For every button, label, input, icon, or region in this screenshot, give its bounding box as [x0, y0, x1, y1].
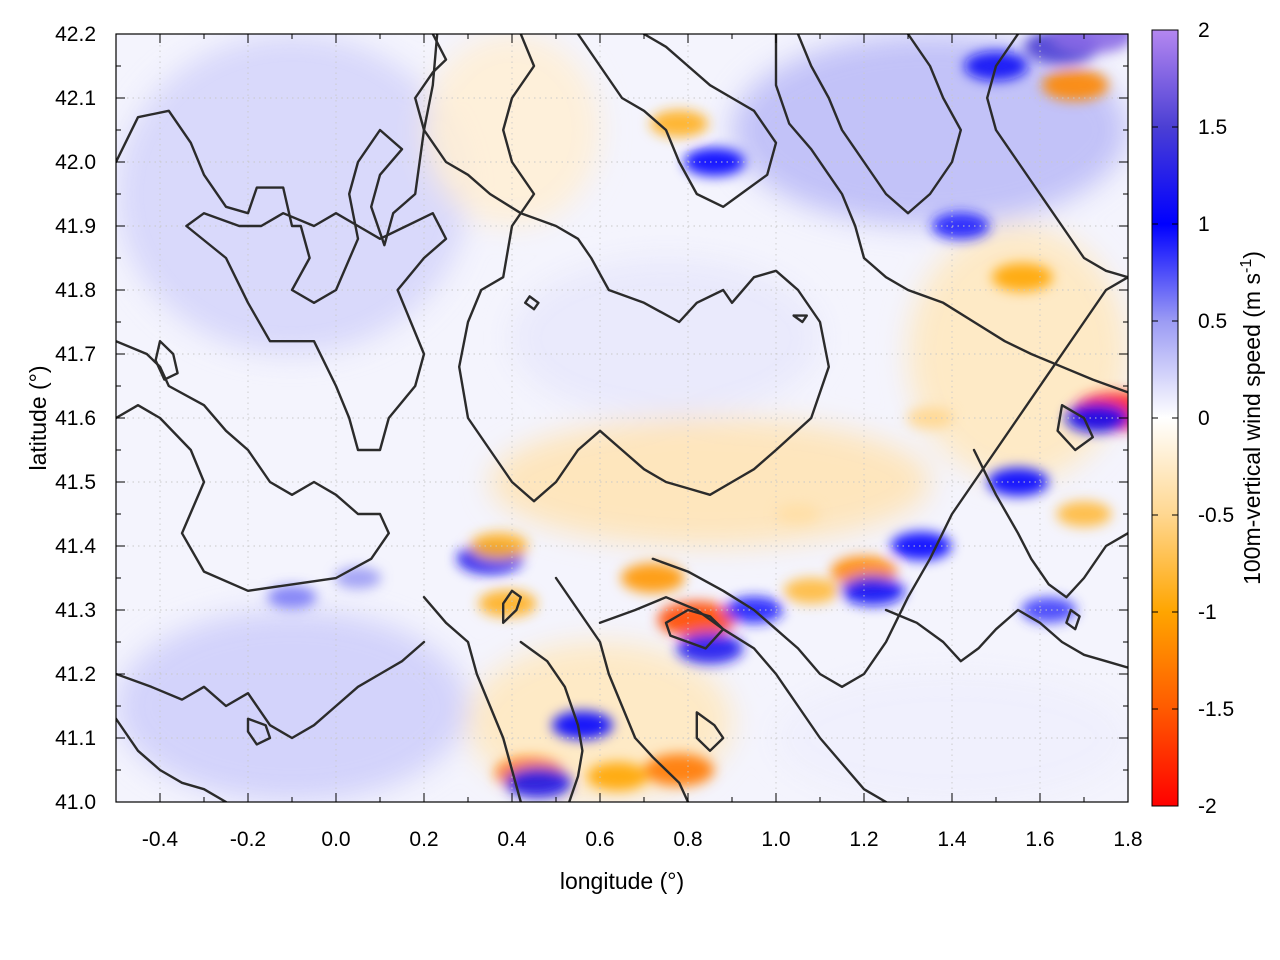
x-axis-title: longitude (°)	[560, 868, 684, 894]
x-tick-label: 0.8	[673, 828, 702, 851]
y-tick-label: 41.9	[55, 215, 96, 238]
x-tick-label: 1.8	[1113, 828, 1142, 851]
field-hotspot	[267, 585, 317, 609]
contour-line	[695, 711, 725, 752]
y-tick-label: 41.4	[55, 535, 96, 558]
contour-line	[774, 34, 1128, 394]
y-tick-label: 41.3	[55, 599, 96, 622]
contour-line	[422, 596, 522, 802]
contour-line	[796, 34, 962, 215]
contour-line	[986, 34, 1128, 279]
y-tick-label: 41.2	[55, 663, 96, 686]
contour-line	[422, 34, 830, 503]
colorbar-tick-label: 2	[1198, 19, 1210, 42]
contour-line	[972, 448, 1128, 599]
y-axis: 41.0 41.1 41.2 41.3 41.4 41.5 41.6 41.7 41.8 41.9…	[55, 23, 1128, 814]
colorbar: -2 -1.5 -1 -0.5 0 0.5 1 1.5 2	[1151, 19, 1234, 818]
contour-line	[116, 34, 448, 304]
field-band	[424, 34, 600, 226]
field-hotspot	[992, 262, 1053, 292]
colorbar-tick-label: 0	[1198, 407, 1210, 430]
field-hotspot	[505, 767, 572, 799]
contour-line	[1065, 608, 1081, 631]
y-tick-label: 42.0	[55, 151, 96, 174]
field-hotspot	[469, 532, 528, 560]
y-tick-label: 41.7	[55, 343, 96, 366]
contour-line	[116, 340, 390, 592]
x-tick-label: 1.6	[1025, 828, 1054, 851]
field-hotspots	[267, 34, 1128, 799]
y-axis-title: latitude (°)	[25, 365, 51, 470]
field-hotspot	[552, 710, 613, 740]
y-tick-label: 41.5	[55, 471, 96, 494]
x-axis: -0.4 -0.2 0.0 0.2 0.4 0.6 0.8 1.0 1.2 1.4 1.6 1.8	[115, 34, 1143, 851]
colorbar-tick-label: -0.5	[1198, 504, 1234, 527]
y-tick-label: 41.0	[55, 791, 96, 814]
contour-line	[792, 314, 808, 324]
field-band	[116, 34, 468, 354]
colorbar-tick-label: 1.5	[1198, 116, 1227, 139]
contour-line	[884, 608, 1128, 669]
field-hotspot	[676, 632, 744, 665]
x-tick-label: 0.2	[409, 828, 438, 851]
plot-area	[116, 34, 1128, 802]
field-hotspot	[890, 531, 952, 561]
colorbar-ticks: -2 -1.5 -1 -0.5 0 0.5 1 1.5 2	[1152, 19, 1234, 818]
contour-line	[524, 295, 540, 311]
y-tick-label: 41.6	[55, 407, 96, 430]
contour-lines	[116, 34, 1128, 802]
contour-line	[185, 212, 448, 452]
x-tick-label: 1.4	[937, 828, 967, 851]
field-hotspot	[1041, 69, 1109, 101]
colorbar-tick-label: -1.5	[1198, 698, 1234, 721]
field-hotspot	[334, 567, 382, 589]
x-tick-label: 1.0	[761, 828, 790, 851]
x-tick-label: -0.4	[142, 828, 179, 851]
colorbar-tick-label: 1	[1198, 213, 1210, 236]
x-tick-label: 0.0	[321, 828, 350, 851]
contour-line	[154, 340, 179, 381]
field-hotspot	[684, 147, 745, 177]
x-tick-label: 0.4	[497, 828, 527, 851]
field-hotspot	[478, 590, 537, 618]
colorbar-tick-label: 0.5	[1198, 310, 1227, 333]
colorbar-tick-label: -2	[1198, 795, 1217, 818]
field-hotspot	[776, 503, 820, 525]
y-tick-label: 42.1	[55, 87, 96, 110]
field-hotspot	[931, 212, 990, 240]
contour-line	[116, 640, 426, 740]
x-tick-label: 1.2	[849, 828, 878, 851]
x-tick-label: 0.6	[585, 828, 614, 851]
contour-line	[554, 576, 690, 802]
colorbar-tick-label: -1	[1198, 601, 1217, 624]
colorbar-title: 100m-vertical wind speed (m s-1)	[1238, 251, 1265, 585]
contour-line	[598, 596, 888, 802]
contour-line	[1056, 404, 1094, 452]
contour-line	[519, 640, 584, 802]
contour-line	[664, 608, 725, 650]
x-tick-label: -0.2	[230, 828, 266, 851]
field-hotspot	[644, 753, 714, 787]
field-hotspot	[783, 577, 839, 604]
y-tick-label: 42.2	[55, 23, 96, 46]
field-hotspot	[1050, 34, 1128, 54]
y-tick-label: 41.8	[55, 279, 96, 302]
field-hotspot	[1021, 597, 1077, 623]
contour-line	[502, 589, 522, 624]
contour-line	[576, 34, 778, 208]
field-hotspot	[840, 575, 905, 606]
contour-line	[116, 717, 228, 802]
contour-line	[246, 717, 272, 746]
field-band	[512, 258, 820, 418]
field-hotspot	[1056, 501, 1112, 527]
y-tick-label: 41.1	[55, 727, 96, 750]
field-band	[116, 610, 468, 802]
field-hotspot	[587, 762, 648, 791]
field-hotspot	[1065, 403, 1128, 433]
field-hotspot	[620, 563, 685, 593]
